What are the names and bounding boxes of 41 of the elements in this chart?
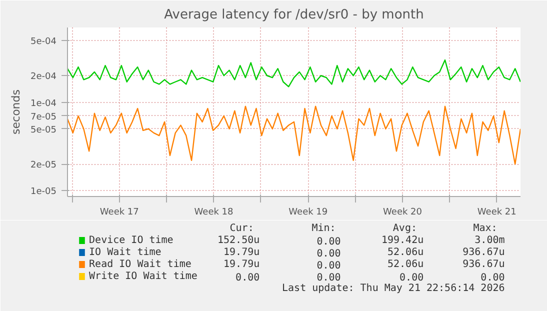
- text: 936.67u: [462, 259, 505, 270]
- text: 52.06u: [387, 259, 424, 270]
- y-tick-label: 2e-04: [30, 72, 57, 82]
- legend-label: Write IO Wait time: [89, 271, 198, 282]
- text: 0.00: [480, 272, 505, 284]
- text: 0.00: [236, 272, 260, 284]
- y-tick-label: 2e-05: [30, 160, 57, 171]
- y-axis-title: seconds: [10, 89, 23, 134]
- x-tick-label: Week 18: [194, 208, 234, 218]
- chart-title: Average latency for /dev/sr0 - by month: [164, 8, 424, 22]
- text: 152.50u: [217, 235, 260, 246]
- y-tick-label: 7e-05: [30, 112, 57, 122]
- text: 52.06u: [387, 247, 424, 258]
- text: Max:: [473, 223, 498, 234]
- x-tick-label: Week 21: [477, 208, 516, 218]
- text: 19.79u: [224, 247, 260, 258]
- line-series: [68, 106, 520, 165]
- text: 3.00m: [474, 235, 505, 246]
- legend-label: Device IO time: [89, 235, 174, 246]
- y-tick-label: 1e-04: [30, 98, 57, 109]
- x-tick-label: Week 17: [100, 208, 139, 218]
- y-tick-label: 1e-05: [30, 187, 57, 198]
- text: 0.00: [316, 260, 341, 272]
- y-tick-label: 5e-05: [30, 125, 57, 136]
- text: 0.00: [316, 236, 341, 248]
- text: 0.00: [316, 248, 341, 260]
- text: 936.67u: [462, 247, 505, 258]
- x-tick-label: Week 20: [383, 208, 422, 218]
- text: Avg:: [392, 223, 417, 234]
- text: Cur:: [230, 223, 254, 234]
- text: Min:: [312, 223, 336, 234]
- x-tick-label: Week 19: [288, 208, 328, 218]
- line-series: [68, 59, 520, 88]
- text: 0.00: [400, 272, 424, 284]
- text: 199.42u: [381, 235, 424, 246]
- legend-label: IO Wait time: [89, 247, 162, 258]
- legend-label: Read IO Wait time: [89, 259, 192, 270]
- y-tick-label: 5e-04: [30, 36, 57, 47]
- text: 0.00: [316, 272, 341, 284]
- text: 19.79u: [224, 259, 260, 270]
- text: Last update: Thu May 21 22:56:14 2026: [282, 283, 505, 294]
